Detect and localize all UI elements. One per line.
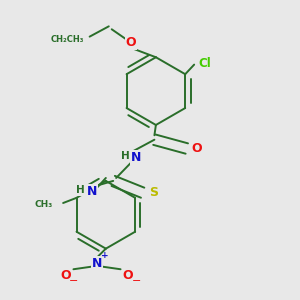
Text: N: N <box>92 257 102 270</box>
Text: N: N <box>131 151 141 164</box>
Text: −: − <box>69 276 78 286</box>
Text: O: O <box>125 36 136 49</box>
Text: −: − <box>131 276 141 286</box>
Text: O: O <box>61 268 71 282</box>
Text: O: O <box>192 142 203 155</box>
Text: CH₃: CH₃ <box>34 200 53 209</box>
Text: Cl: Cl <box>198 57 211 70</box>
Text: CH₂CH₃: CH₂CH₃ <box>50 35 84 44</box>
Text: H: H <box>121 151 129 161</box>
Text: H: H <box>76 185 85 195</box>
Text: S: S <box>149 186 158 199</box>
Text: +: + <box>101 251 109 260</box>
Text: O: O <box>123 268 133 282</box>
Text: N: N <box>86 185 97 198</box>
